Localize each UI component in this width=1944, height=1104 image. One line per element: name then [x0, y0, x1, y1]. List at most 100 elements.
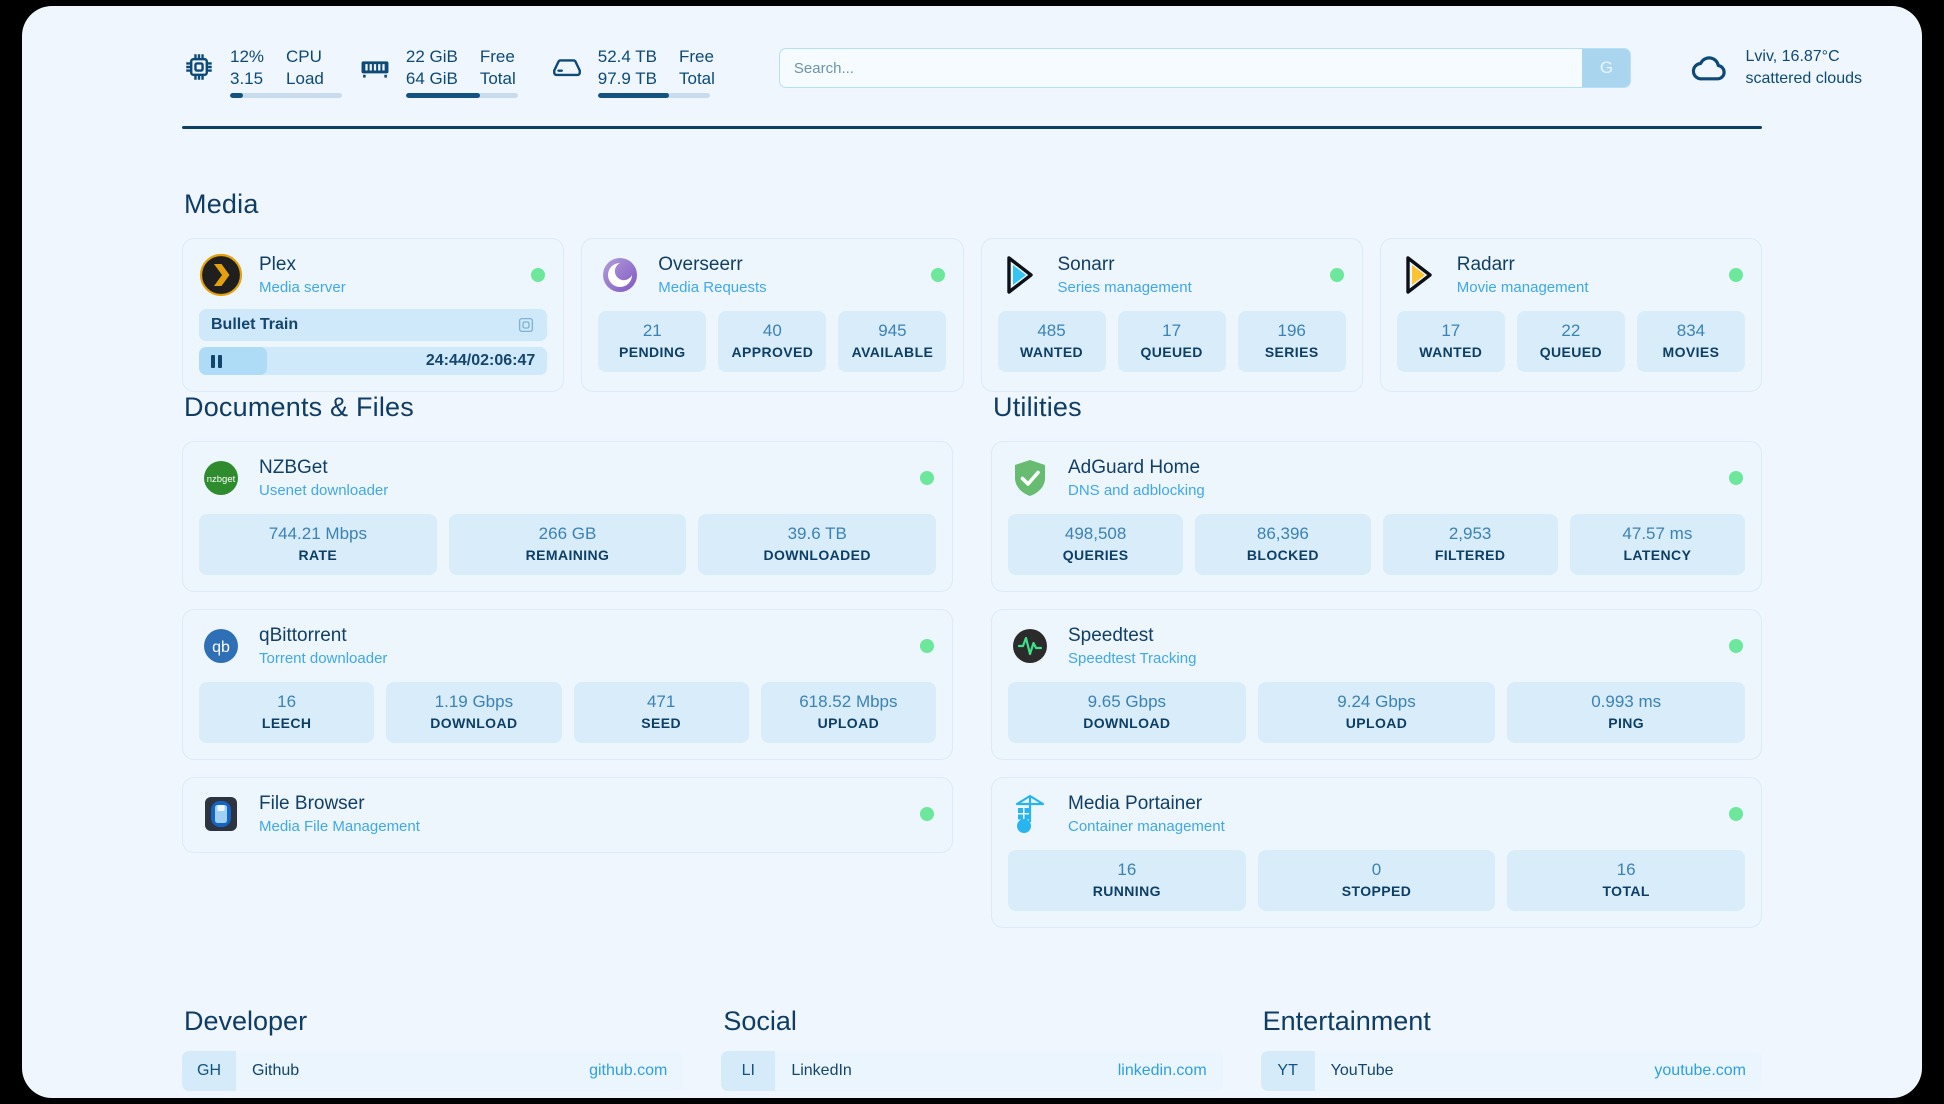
service-card-overseerr[interactable]: Overseerr Media Requests 21 PENDING 40 A… — [581, 238, 964, 393]
card-header: qb qBittorrent Torrent downloader — [199, 624, 936, 668]
bookmark-item-github[interactable]: GH Github github.com — [182, 1051, 684, 1092]
stat-value: 22 — [1561, 321, 1581, 341]
card-header: nzbget NZBGet Usenet downloader — [199, 456, 936, 500]
card-header: Sonarr Series management — [998, 253, 1346, 297]
stat-value: 9.65 Gbps — [1087, 692, 1167, 712]
card-header: Speedtest Speedtest Tracking — [1008, 624, 1745, 668]
card-header: Plex Media server — [199, 253, 547, 297]
stat-row: 9.65 Gbps DOWNLOAD 9.24 Gbps UPLOAD 0.99… — [1008, 682, 1746, 744]
stat-value: 618.52 Mbps — [799, 692, 898, 712]
stat-upload: 9.24 Gbps UPLOAD — [1257, 682, 1496, 744]
service-description: Usenet downloader — [259, 481, 389, 499]
stat-value: 0 — [1371, 860, 1382, 880]
stat-label: REMAINING — [525, 547, 610, 564]
bookmark-name: Github — [252, 1062, 300, 1080]
stat-value: 498,508 — [1064, 524, 1127, 544]
status-indicator-online — [531, 268, 546, 283]
disk-label-1: Free — [679, 47, 714, 67]
section-title-documents: Documents & Files — [184, 392, 414, 423]
service-name: qBittorrent — [259, 625, 347, 647]
bookmark-list: GH Github github.com SO StackOverflow st… — [182, 1051, 684, 1098]
now-playing-title-row[interactable]: Bullet Train — [199, 309, 548, 342]
stat-value: 16 — [1616, 860, 1636, 880]
memory-free-value: 22 GiB — [405, 47, 458, 67]
pause-icon[interactable] — [211, 354, 222, 368]
bookmark-item-youtube[interactable]: YT YouTube youtube.com — [1260, 1051, 1762, 1092]
cpu-label-2: Load — [286, 69, 324, 88]
status-indicator-online — [1729, 268, 1743, 283]
service-description: DNS and adblocking — [1068, 481, 1205, 499]
service-card-filebrowser[interactable]: File Browser Media File Management — [182, 777, 953, 854]
stat-value: 86,396 — [1256, 524, 1309, 544]
service-name: Media Portainer — [1068, 793, 1203, 815]
stat-available: 945 AVAILABLE — [838, 311, 947, 373]
disk-free-value: 52.4 TB — [597, 47, 657, 67]
cpu-usage-value: 12% — [230, 47, 265, 67]
tv-icon — [517, 316, 535, 334]
now-playing-area: Bullet Train 24:44/02:06:47 — [199, 309, 548, 376]
stat-label: DOWNLOAD — [1083, 715, 1171, 732]
card-header: Overseerr Media Requests — [598, 253, 946, 297]
media-card-row: Plex Media server Bullet Train — [182, 238, 1762, 393]
service-card-qbittorrent[interactable]: qb qBittorrent Torrent downloader — [182, 609, 953, 761]
plex-icon — [199, 253, 243, 297]
stat-label: BLOCKED — [1246, 547, 1319, 564]
stat-label: APPROVED — [731, 344, 814, 361]
service-card-plex[interactable]: Plex Media server Bullet Train — [182, 238, 565, 393]
header-bar: 12% 3.15 CPU Load 22 GiB — [22, 6, 1922, 102]
stat-label: FILTERED — [1434, 547, 1506, 564]
stat-value: 17 — [1441, 321, 1461, 341]
stat-value: 39.6 TB — [787, 524, 847, 544]
stat-label: RATE — [298, 547, 338, 564]
cloud-icon — [1689, 47, 1731, 89]
status-indicator-online — [1329, 268, 1344, 283]
service-card-radarr[interactable]: Radarr Movie management 17 WANTED 22 QUE… — [1379, 238, 1762, 393]
service-card-media-portainer[interactable]: Media Portainer Container management 16 … — [991, 777, 1762, 929]
search-submit-button[interactable]: G — [1582, 49, 1631, 87]
stat-download: 1.19 Gbps DOWNLOAD — [386, 682, 562, 744]
section-title-media: Media — [184, 189, 259, 219]
playback-progress-bar[interactable]: 24:44/02:06:47 — [199, 347, 548, 376]
disk-total-value: 97.9 TB — [597, 69, 657, 88]
stat-value: 47.57 ms — [1622, 524, 1693, 544]
stat-value: 485 — [1037, 321, 1066, 341]
section-title-utilities: Utilities — [993, 392, 1082, 423]
playback-total: 02:06:47 — [471, 352, 536, 370]
service-name: Overseerr — [658, 254, 743, 275]
disk-label-2: Total — [679, 69, 715, 88]
service-name: Plex — [259, 254, 296, 275]
service-card-adguard-home[interactable]: AdGuard Home DNS and adblocking 498,508 … — [991, 441, 1762, 593]
bookmark-group-title: Entertainment — [1262, 1006, 1431, 1037]
stat-value: 2,953 — [1448, 524, 1492, 544]
service-card-sonarr[interactable]: Sonarr Series management 485 WANTED 17 Q… — [980, 238, 1363, 393]
service-name: AdGuard Home — [1068, 457, 1201, 479]
bookmark-group-title: Developer — [184, 1006, 308, 1037]
stat-label: PENDING — [618, 344, 686, 361]
cpu-label-1: CPU — [286, 47, 322, 67]
stat-remaining: 266 GB REMAINING — [448, 514, 687, 576]
service-card-nzbget[interactable]: nzbget NZBGet Usenet downloader 74 — [182, 441, 953, 593]
column-utilities: Utilities AdGuard Home — [991, 392, 1762, 929]
search-input[interactable] — [779, 49, 1583, 87]
bookmark-item-linkedin[interactable]: LI LinkedIn linkedin.com — [721, 1051, 1223, 1092]
filebrowser-icon — [199, 792, 243, 836]
stat-value: 16 — [277, 692, 297, 712]
disk-usage-bar — [597, 92, 710, 98]
stat-series: 196 SERIES — [1237, 311, 1346, 373]
stat-value: 196 — [1277, 321, 1306, 341]
overseerr-icon — [598, 253, 642, 297]
stat-label: LEECH — [261, 715, 312, 732]
card-header: AdGuard Home DNS and adblocking — [1008, 456, 1745, 500]
stat-label: DOWNLOAD — [430, 715, 518, 732]
stat-value: 945 — [878, 321, 907, 341]
speedtest-icon — [1008, 624, 1052, 668]
memory-icon — [358, 50, 392, 84]
service-description: Torrent downloader — [259, 649, 388, 667]
stat-row: 485 WANTED 17 QUEUED 196 SERIES — [997, 311, 1346, 373]
bookmark-group-title: Social — [723, 1006, 797, 1037]
stat-blocked: 86,396 BLOCKED — [1195, 514, 1371, 576]
service-card-speedtest[interactable]: Speedtest Speedtest Tracking 9.65 Gbps D… — [991, 609, 1762, 761]
bookmark-url: github.com — [589, 1062, 668, 1080]
status-indicator-online — [1729, 807, 1743, 822]
search-box[interactable]: G — [778, 48, 1632, 88]
